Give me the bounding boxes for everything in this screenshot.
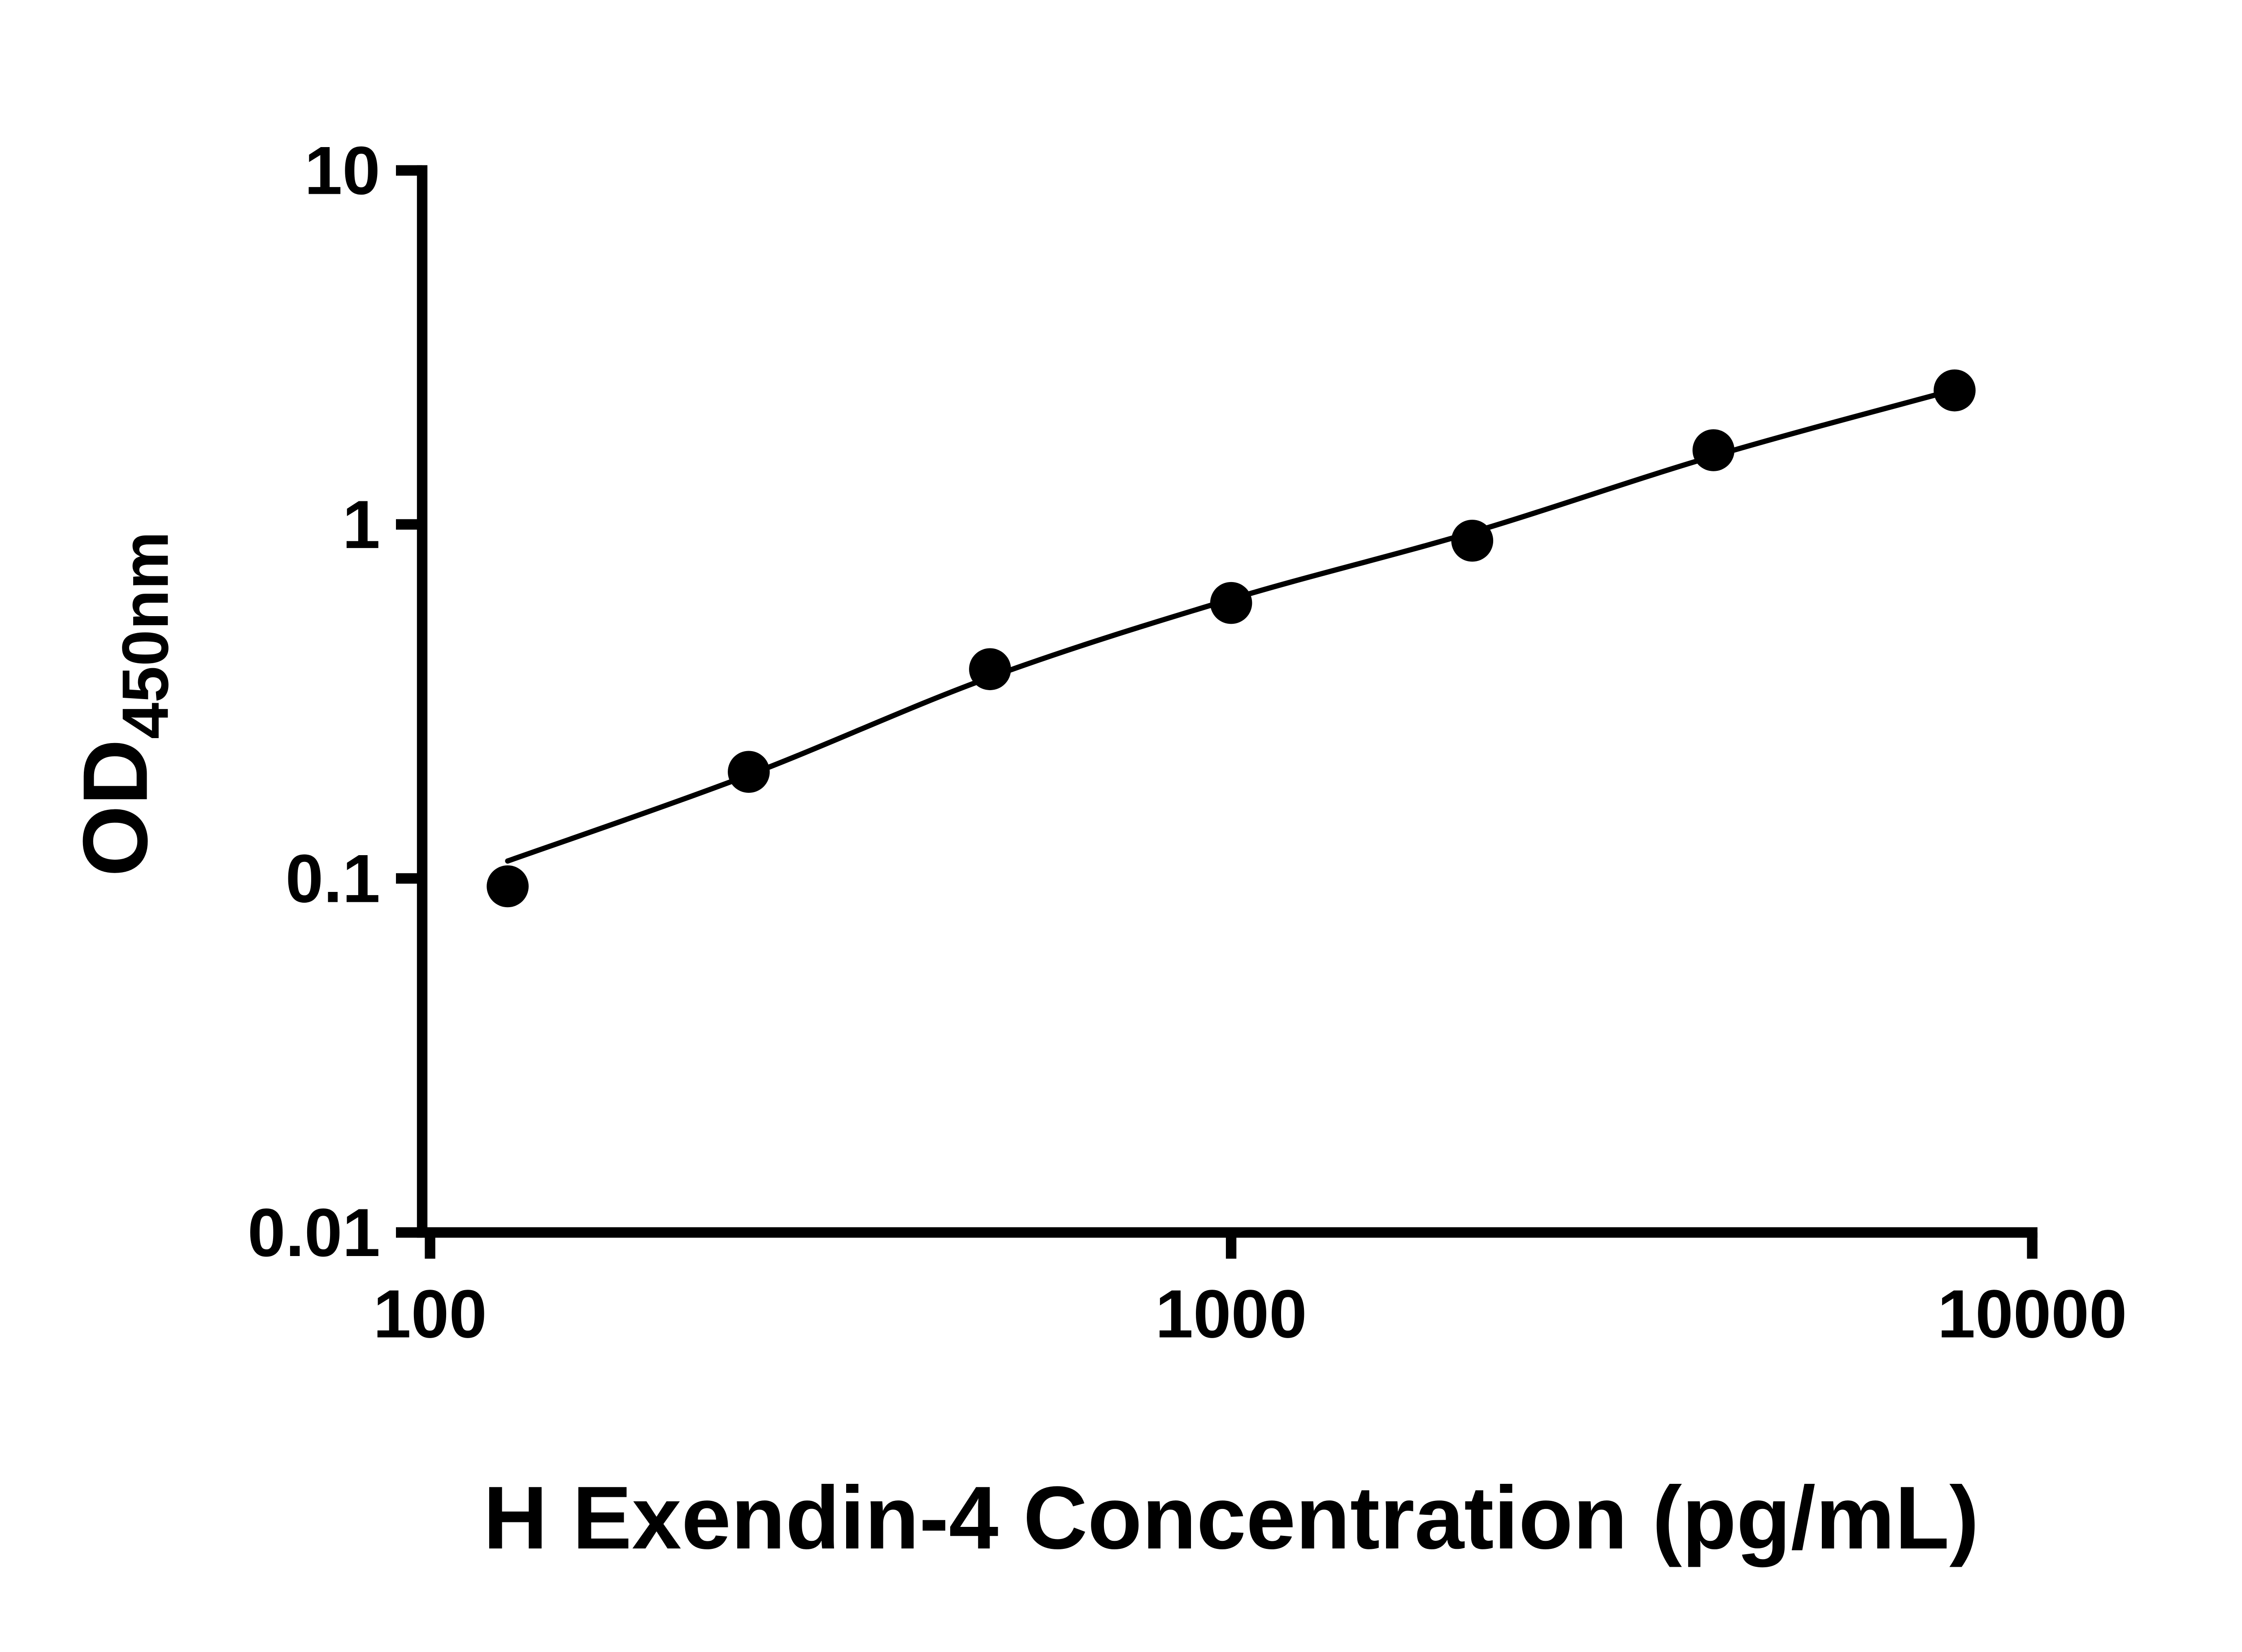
y-axis-title-main: OD xyxy=(64,739,166,877)
labels-group: 100 1000 10000 10 1 0.1 0.01 H Exendin-4 Concen… xyxy=(64,133,2127,1568)
x-tick-label: 100 xyxy=(373,1276,487,1352)
data-points-group xyxy=(487,369,1976,908)
y-tick-label: 10 xyxy=(304,133,380,209)
x-axis-title: H Exendin-4 Concentration (pg/mL) xyxy=(483,1468,1979,1568)
data-point-marker xyxy=(1934,369,1976,412)
x-tick-label: 10000 xyxy=(1938,1276,2127,1352)
ticks-group xyxy=(396,165,2038,1259)
data-point-marker xyxy=(1451,519,1494,562)
axes-group xyxy=(417,165,2038,1238)
y-tick-label: 1 xyxy=(342,487,380,563)
data-point-marker xyxy=(728,751,770,793)
data-point-marker xyxy=(969,648,1011,691)
y-tick-label: 0.1 xyxy=(286,841,380,917)
y-tick-label: 0.01 xyxy=(248,1195,380,1271)
data-point-marker xyxy=(1692,429,1735,471)
y-axis-title: OD450nm xyxy=(64,531,182,877)
x-tick-label: 1000 xyxy=(1156,1276,1307,1352)
y-axis-title-subscript: 450nm xyxy=(109,531,182,739)
data-point-marker xyxy=(1210,582,1252,624)
fit-curve-group xyxy=(505,387,1957,864)
data-point-marker xyxy=(487,865,529,908)
fit-curve-line xyxy=(505,387,1957,864)
